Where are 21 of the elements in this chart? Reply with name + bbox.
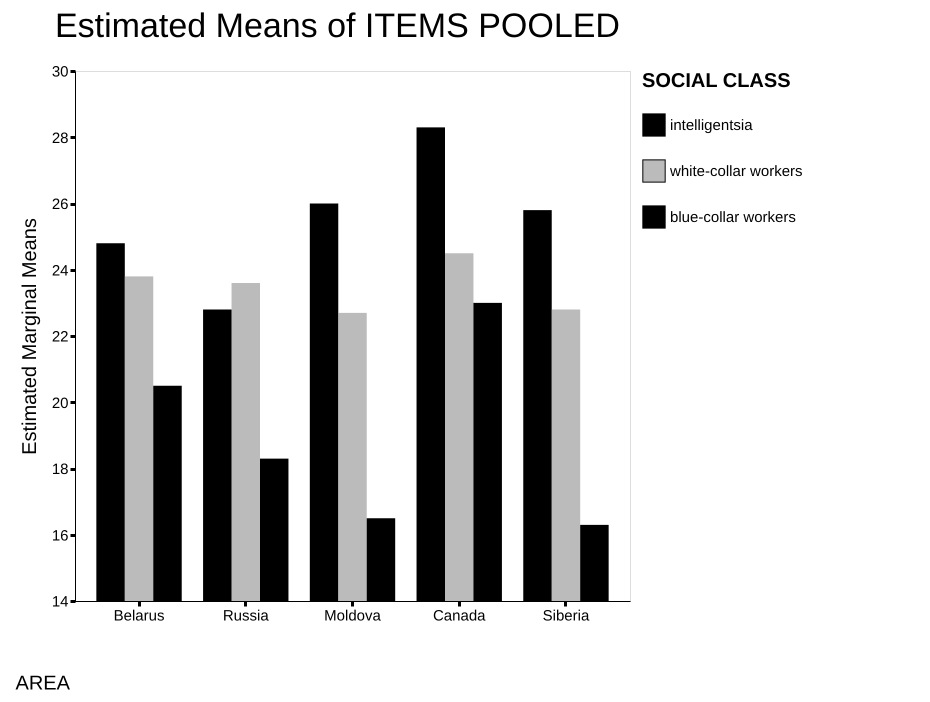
x-tick-label: Canada [432,608,486,624]
y-axis-title: Estimated Marginal Means [18,218,41,455]
x-tick-label: Belarus [114,608,164,624]
y-tick-label: 20 [52,394,68,412]
y-tick-label: 28 [52,130,68,147]
y-tick-label: 22 [52,328,68,346]
legend-label: blue-collar workers [670,209,796,226]
y-tick-label: 16 [52,527,68,544]
x-tick-label: Siberia [542,608,590,624]
y-tick-label: 18 [52,461,68,478]
x-tick-label: Moldova [324,608,382,624]
chart-title: Estimated Means of ITEMS POOLED [55,7,620,45]
x-axis-title: AREA [16,672,71,694]
y-tick-label: 26 [52,196,68,213]
y-tick-label: 30 [52,64,68,80]
legend-label: intelligentsia [670,117,754,134]
y-tick-label: 24 [52,262,68,280]
legend-title: SOCIAL CLASS [642,70,791,92]
y-tick-label: 14 [52,594,68,610]
x-tick-label: Russia [222,608,270,624]
legend-label: white-collar workers [669,163,803,180]
